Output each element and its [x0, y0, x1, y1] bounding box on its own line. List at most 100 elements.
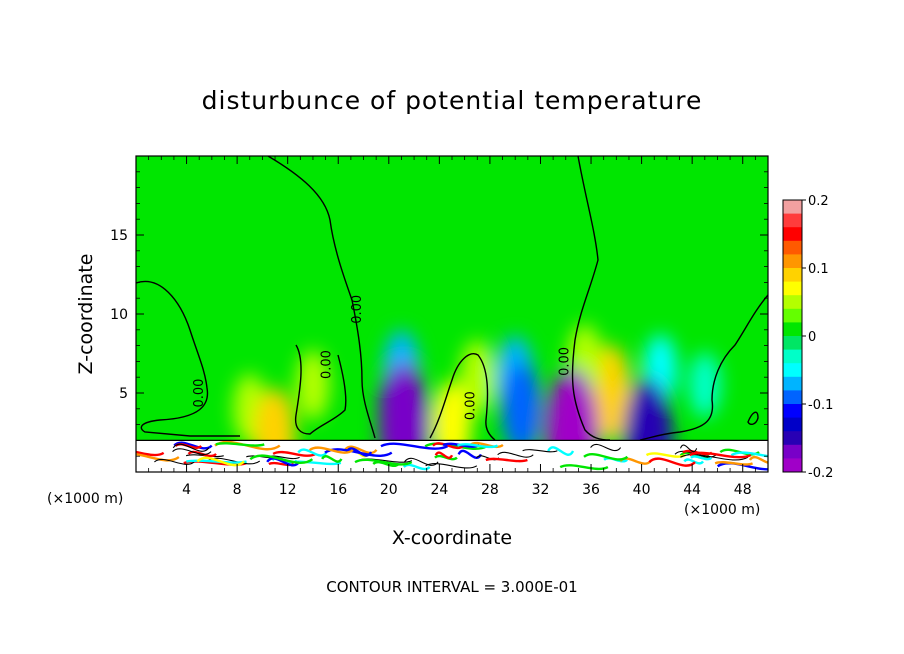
anomaly-region	[459, 340, 495, 415]
colorbar-segment	[783, 444, 802, 459]
colorbar-segment	[783, 363, 802, 378]
turbulence-stroke	[547, 446, 575, 456]
colorbar-label: 0.2	[808, 194, 829, 209]
turbulence-stroke	[425, 463, 478, 469]
x-tick-label: 48	[734, 482, 752, 498]
plot-area	[136, 156, 768, 472]
colorbar-label: 0.1	[808, 262, 829, 277]
colorbar-segment	[783, 308, 802, 323]
contour-line-zero	[429, 353, 496, 441]
colorbar-segment	[783, 458, 802, 473]
turbulence-stroke	[402, 463, 431, 471]
y-axis-ticks: 5 10 15	[110, 171, 768, 457]
turbulence-stroke	[266, 457, 301, 467]
colorbar-label: -0.2	[808, 466, 833, 481]
turbulence-stroke	[154, 458, 195, 465]
x-tick-label: 28	[481, 482, 499, 498]
turbulence-stroke	[424, 442, 488, 451]
colorbar-segment	[783, 227, 802, 242]
turbulence-stroke	[321, 455, 343, 463]
anomaly-region	[545, 368, 599, 472]
anomaly-region	[623, 378, 673, 472]
turbulence-stroke	[308, 446, 354, 454]
anomaly-region	[688, 352, 721, 418]
turbulence-stroke	[215, 442, 265, 447]
colorbar-segment	[783, 390, 802, 405]
turbulence-stroke	[196, 456, 245, 467]
x-tick-label: 44	[683, 482, 701, 498]
x-tick-label: 40	[633, 482, 651, 498]
colorbar: 0.2 0.1 0 -0.1 -0.2	[782, 194, 833, 481]
colorbar-segment	[783, 295, 802, 310]
anomaly-region	[296, 350, 330, 420]
turbulence-stroke	[680, 454, 749, 461]
y-tick-label: 15	[110, 228, 128, 244]
contour-interval-text: CONTOUR INTERVAL = 3.000E-01	[326, 578, 578, 596]
turbulence-stroke	[344, 445, 378, 455]
colorbar-segment	[783, 322, 802, 337]
anomaly-region	[501, 363, 542, 455]
x-unit-label-left: (×1000 m)	[47, 491, 124, 507]
x-tick-label: 12	[279, 482, 297, 498]
x-tick-label: 4	[182, 482, 191, 498]
turbulence-stroke	[683, 458, 705, 465]
colorbar-segment	[783, 336, 802, 351]
turbulence-stroke	[730, 451, 768, 458]
colorbar-segment	[783, 417, 802, 432]
contour-line-zero	[136, 280, 240, 437]
turbulence-stroke	[682, 449, 713, 456]
turbulence-stroke	[272, 450, 317, 457]
colorbar-label: -0.1	[808, 398, 833, 413]
turbulence-stroke	[559, 464, 609, 471]
contour-label: 0.00	[557, 347, 572, 376]
turbulence-stroke	[297, 448, 328, 457]
contour-labels: 0.00 0.00 0.00 0.00 0.00	[192, 295, 572, 420]
contour-label: 0.00	[350, 295, 365, 324]
turbulence-stroke	[249, 454, 314, 465]
x-tick-label: 16	[329, 482, 347, 498]
contour-label: 0.00	[464, 391, 479, 420]
turbulence-stroke	[136, 453, 180, 462]
turbulence-stroke	[679, 444, 698, 453]
turbulence-stroke	[648, 457, 696, 467]
turbulence-stroke	[434, 451, 454, 459]
turbulence-stroke	[714, 461, 754, 466]
x-axis-ticks: 4 8 12 16 20 24 28 32 36 40 44 48	[148, 156, 769, 498]
x-unit-label-right: (×1000 m)	[684, 502, 761, 518]
turbulence-stroke	[716, 462, 768, 471]
colorbar-segment	[783, 268, 802, 283]
turbulence-stroke	[583, 453, 629, 461]
x-tick-label: 32	[532, 482, 550, 498]
contour-line-zero	[267, 156, 376, 439]
turbulence-stroke	[497, 451, 534, 458]
turbulence-stroke	[172, 448, 212, 455]
boundary-layer-turbulence	[136, 439, 768, 472]
turbulence-stroke	[372, 460, 400, 468]
contour-line-zero	[294, 344, 347, 435]
turbulence-stroke	[522, 449, 558, 453]
turbulence-stroke	[690, 455, 713, 461]
colorbar-segment	[783, 240, 802, 255]
turbulence-stroke	[590, 443, 622, 452]
turbulence-stroke	[172, 443, 210, 452]
turbulence-stroke	[380, 442, 449, 450]
x-axis-label: X-coordinate	[391, 527, 513, 549]
colorbar-segment	[783, 213, 802, 228]
turbulence-stroke	[432, 442, 465, 450]
turbulence-stroke	[485, 457, 528, 463]
x-tick-label: 8	[233, 482, 242, 498]
contour-label: 0.00	[192, 379, 207, 408]
colorbar-segment	[783, 281, 802, 296]
turbulence-stroke	[689, 451, 752, 459]
colorbar-segment	[783, 376, 802, 391]
turbulence-stroke	[136, 450, 165, 457]
colorbar-segment	[783, 200, 802, 215]
contour-line-zero	[571, 156, 611, 441]
x-tick-label: 20	[380, 482, 398, 498]
colorbar-label: 0	[808, 330, 816, 345]
x-tick-label: 36	[582, 482, 600, 498]
chart-title: disturbunce of potential temperature	[201, 86, 703, 115]
colorbar-segment	[783, 349, 802, 364]
colorbar-segment	[783, 431, 802, 446]
